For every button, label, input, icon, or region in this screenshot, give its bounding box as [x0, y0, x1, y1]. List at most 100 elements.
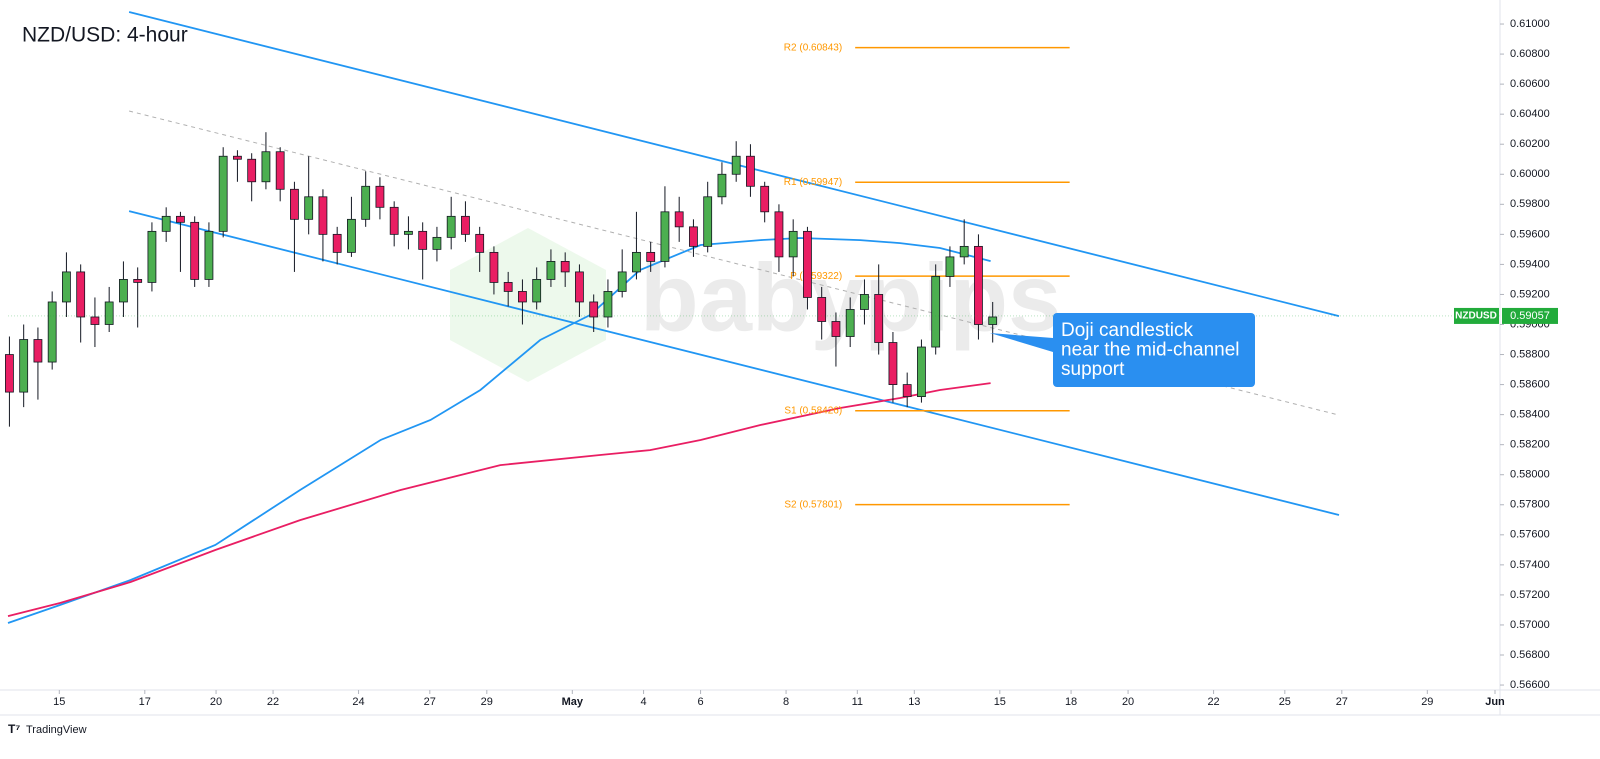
candle-body	[632, 251, 641, 273]
y-tick-label: 0.60200	[1510, 138, 1550, 150]
symbol-label: NZDUSD	[1455, 311, 1497, 322]
candle-body	[845, 309, 855, 337]
x-tick-label: 27	[424, 696, 436, 708]
candle-body	[917, 346, 926, 398]
candle-body	[860, 294, 869, 310]
trend-line	[7, 237, 991, 624]
candle-body	[461, 215, 470, 235]
candle-body	[617, 271, 627, 292]
y-tick-label: 0.61000	[1510, 18, 1550, 30]
x-tick-label: 17	[139, 696, 151, 708]
y-tick-label: 0.56600	[1510, 679, 1550, 691]
candle-body	[218, 155, 228, 232]
candle-body	[104, 301, 114, 325]
x-tick-label: 4	[640, 696, 646, 708]
symbol-tag	[1454, 307, 1499, 324]
candle-body	[603, 291, 613, 318]
x-tick-label: 22	[267, 696, 279, 708]
x-tick-label: 15	[53, 696, 65, 708]
x-tick-label: 18	[1065, 696, 1077, 708]
pivot-label: R2 (0.60843)	[784, 42, 842, 53]
candle-body	[375, 185, 385, 208]
y-tick-label: 0.58400	[1510, 409, 1550, 421]
candle-body	[389, 206, 399, 235]
candle-body	[974, 245, 983, 325]
y-tick-label: 0.58600	[1510, 378, 1550, 390]
candle-body	[717, 173, 727, 198]
candle-body	[247, 158, 257, 183]
x-tick-label: 27	[1336, 696, 1348, 708]
candle-body	[931, 276, 941, 348]
candle-body	[19, 339, 29, 393]
annotation-box	[1053, 313, 1255, 387]
y-tick-label: 0.60600	[1510, 78, 1550, 90]
y-tick-label: 0.60800	[1510, 48, 1550, 60]
x-tick-label: 25	[1279, 696, 1291, 708]
candle-body	[119, 279, 128, 303]
candle-body	[176, 215, 185, 223]
y-tick-label: 0.60000	[1510, 168, 1550, 180]
candle-body	[902, 384, 912, 398]
candle-body	[575, 271, 584, 303]
y-tick-label: 0.58800	[1510, 348, 1550, 360]
x-tick-label: 24	[352, 696, 364, 708]
candle-body	[161, 215, 171, 232]
candle-body	[831, 321, 841, 337]
y-tick-label: 0.58000	[1510, 469, 1550, 481]
x-tick-label: 11	[852, 696, 863, 708]
candle-body	[147, 230, 157, 283]
chart-title: NZD/USD: 4-hour	[22, 24, 188, 47]
candle-body	[290, 188, 299, 220]
pivot-label: P (0.59322)	[790, 271, 842, 282]
candle-body	[33, 339, 43, 363]
candle-body	[361, 185, 371, 220]
annotation-pointer	[990, 333, 1053, 352]
footer-logo: T⁷ TradingView	[8, 722, 87, 736]
candle-body	[703, 196, 713, 247]
price-tag	[1502, 307, 1558, 324]
candle-body	[5, 354, 14, 393]
trend-line	[7, 382, 991, 617]
pivot-label: S2 (0.57801)	[784, 499, 842, 510]
x-tick-label: 20	[1122, 696, 1134, 708]
candle-body	[133, 279, 143, 283]
y-tick-label: 0.57000	[1510, 619, 1550, 631]
candle-body	[959, 245, 969, 258]
x-tick-label: 22	[1207, 696, 1219, 708]
y-tick-label: 0.59400	[1510, 258, 1550, 270]
y-tick-label: 0.59200	[1510, 288, 1550, 300]
x-tick-label: 20	[210, 696, 222, 708]
x-tick-label: May	[562, 696, 584, 708]
annotation-text: Doji candlestick	[1061, 320, 1193, 341]
candle-body	[204, 230, 214, 280]
candle-body	[546, 260, 556, 280]
x-tick-label: 13	[908, 696, 920, 708]
candle-body	[190, 221, 200, 280]
candle-body	[275, 151, 285, 190]
candle-body	[803, 230, 812, 298]
candle-body	[817, 297, 827, 322]
candle-body	[347, 218, 356, 253]
logo-mark: T⁷	[8, 722, 20, 736]
candle-body	[318, 196, 328, 235]
pivot-label: S1 (0.58426)	[784, 405, 842, 416]
y-tick-label: 0.56800	[1510, 649, 1550, 661]
candle-body	[76, 271, 86, 318]
candle-body	[888, 342, 898, 385]
plot: R2 (0.60843) R1 (0.59947) P (0.59322) S1 (0…	[5, 11, 1500, 624]
candle-body	[774, 211, 784, 258]
candle-body	[47, 301, 57, 363]
pivot-label: R1 (0.59947)	[784, 177, 842, 188]
x-tick-label: 15	[994, 696, 1006, 708]
candle-body	[518, 291, 527, 303]
candle-body	[233, 155, 242, 160]
candle-body	[731, 155, 741, 175]
candle-body	[674, 211, 684, 228]
candle-body	[432, 236, 442, 250]
candle-body	[446, 215, 456, 238]
candle-body	[646, 251, 656, 262]
y-tick-label: 0.57400	[1510, 559, 1550, 571]
y-tick-label: 0.57600	[1510, 529, 1550, 541]
candle-body	[945, 256, 955, 277]
